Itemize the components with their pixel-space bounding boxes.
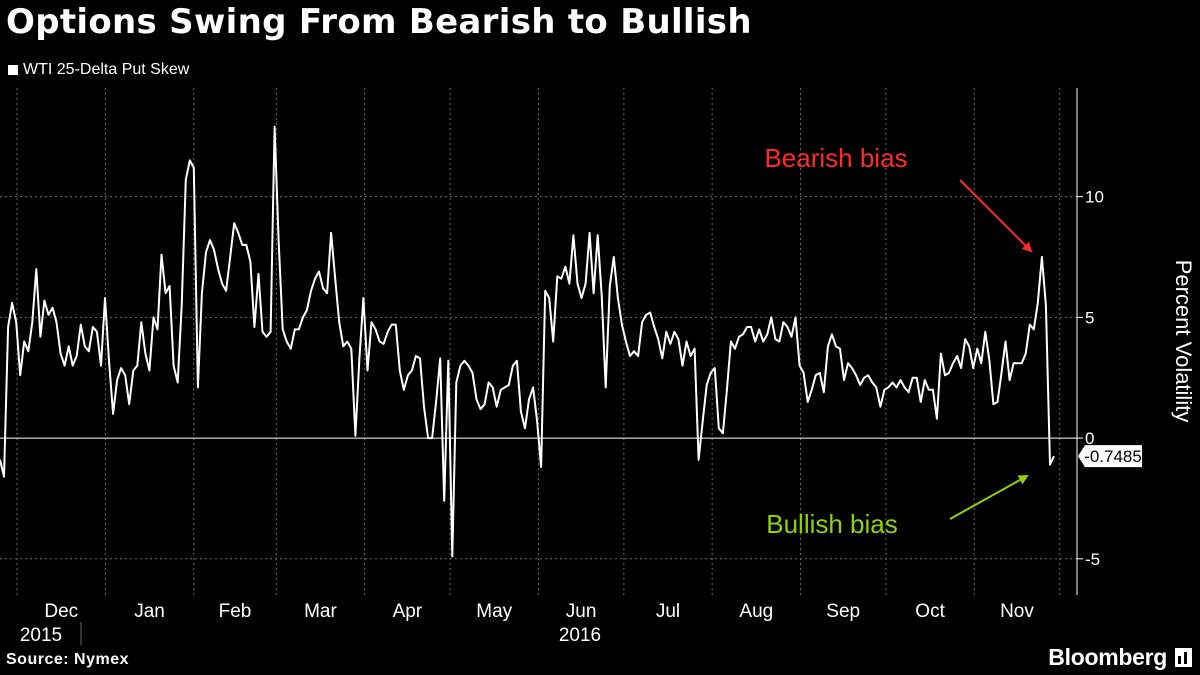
y-axis-title: Percent Volatility xyxy=(1171,260,1196,423)
x-tick-label: Mar xyxy=(304,601,337,622)
legend: WTI 25-Delta Put Skew xyxy=(8,61,189,79)
x-tick-label: Sep xyxy=(826,601,860,622)
brand: Bloomberg xyxy=(1048,644,1192,671)
legend-label: WTI 25-Delta Put Skew xyxy=(23,61,190,78)
bullish-arrow xyxy=(949,475,1029,520)
y-tick-label: 0 xyxy=(1085,429,1094,448)
chart-title: Options Swing From Bearish to Bullish xyxy=(6,2,752,42)
last-value-callout xyxy=(1078,445,1142,468)
brand-name: Bloomberg xyxy=(1048,644,1167,670)
x-tick-label: Apr xyxy=(393,601,423,622)
bearish-annotation: Bearish bias xyxy=(764,143,907,173)
x-year-label: 2015 xyxy=(20,625,62,646)
bullish-annotation: Bullish bias xyxy=(766,509,898,539)
series-line xyxy=(0,125,1055,558)
y-tick-label: 5 xyxy=(1085,308,1094,327)
legend-swatch xyxy=(8,65,18,75)
x-tick-label: Nov xyxy=(1000,601,1034,622)
bloomberg-terminal-icon xyxy=(1175,648,1192,667)
last-value-label: -0.7485 xyxy=(1084,447,1142,466)
x-tick-label: Feb xyxy=(219,601,252,622)
y-tick-label: -5 xyxy=(1085,550,1100,569)
source-note: Source: Nymex xyxy=(6,651,129,668)
bearish-arrow xyxy=(959,179,1033,253)
x-tick-label: Oct xyxy=(915,601,945,622)
x-tick-label: Jan xyxy=(134,601,165,622)
x-year-label: 2016 xyxy=(559,625,601,646)
x-tick-label: Aug xyxy=(739,601,773,622)
x-tick-label: Jul xyxy=(656,601,680,622)
x-tick-label: May xyxy=(476,601,512,622)
x-tick-label: Dec xyxy=(44,601,78,622)
y-tick-label: 10 xyxy=(1085,188,1104,207)
x-tick-label: Jun xyxy=(566,601,597,622)
